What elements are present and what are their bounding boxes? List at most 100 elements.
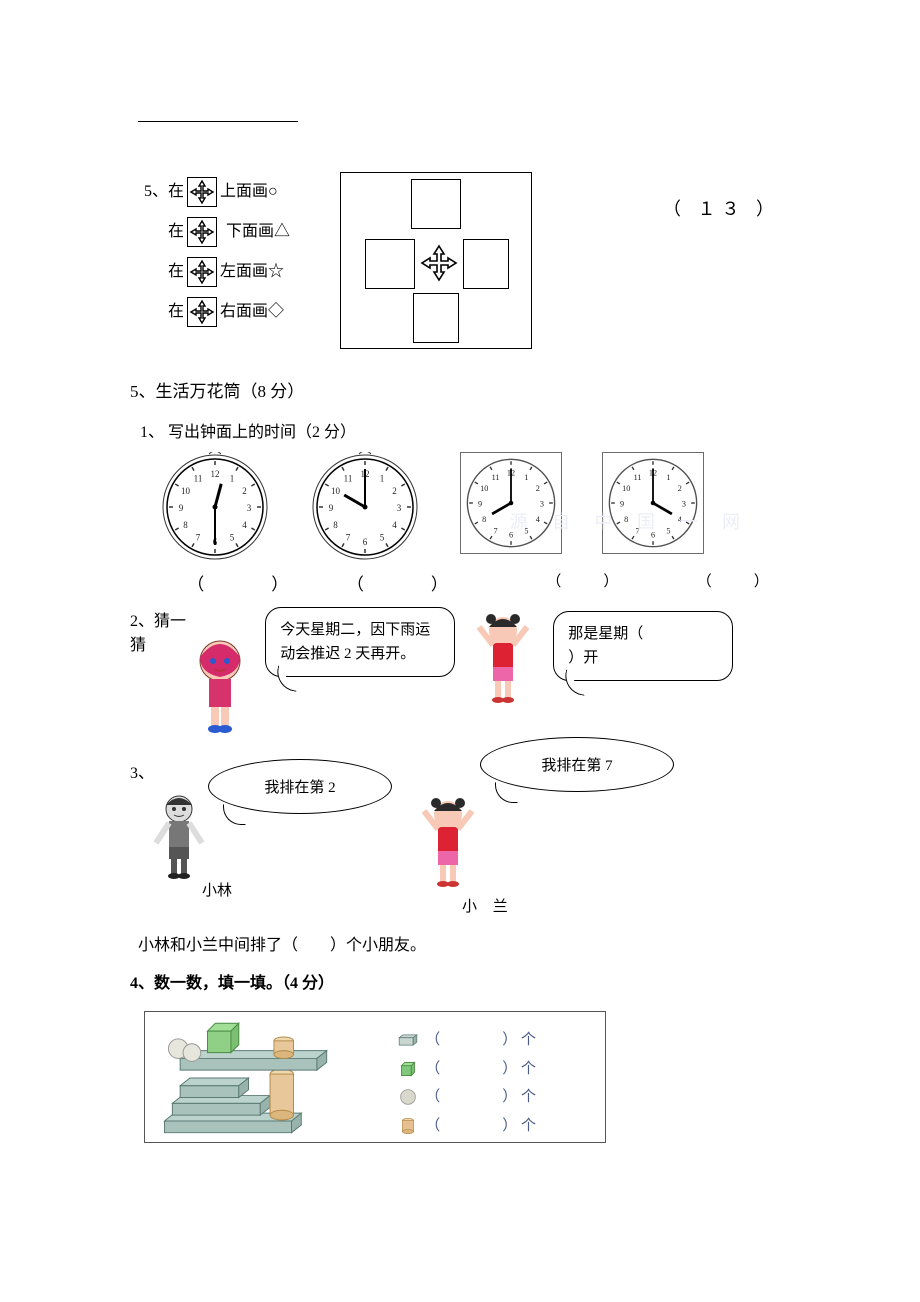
q5-line2-suffix: 左面画☆ — [220, 253, 284, 291]
q5-cell — [411, 179, 461, 229]
paren-close-unit: ） 个 — [502, 1083, 536, 1112]
svg-text:2: 2 — [392, 486, 397, 496]
paren-open: （ — [425, 1026, 440, 1055]
speech-bubble-1: 今天星期二，因下雨运动会推迟 2 天再开。 — [265, 607, 455, 677]
svg-text:5: 5 — [230, 532, 235, 542]
clock-face: 123456789101112 — [460, 452, 562, 554]
q5-cell — [413, 293, 459, 343]
svg-text:5: 5 — [524, 526, 528, 535]
svg-text:7: 7 — [635, 526, 639, 535]
section5-title: 5、生活万花筒（8 分） — [130, 377, 790, 402]
q5-line0-suffix: 上面画○ — [220, 173, 278, 211]
q5-line3-suffix: 右面画◇ — [220, 293, 284, 331]
svg-text:10: 10 — [181, 486, 191, 496]
q4-title: 4、数一数，填一填。（4 分） — [130, 969, 790, 993]
svg-text:2: 2 — [678, 484, 682, 493]
svg-text:2: 2 — [536, 484, 540, 493]
clock-face: 123456789101112 — [310, 452, 420, 562]
q3-question: 小林和小兰中间排了（ ）个小朋友。 — [138, 931, 790, 955]
clocks-row: 123456789101112 123456789101112 12345678… — [160, 452, 790, 562]
four-arrow-icon — [187, 297, 217, 327]
paren-open: （ — [425, 1055, 440, 1084]
paren: （ ） — [529, 570, 639, 595]
svg-text:11: 11 — [194, 474, 203, 484]
q4-shapes-diagram — [145, 1012, 389, 1142]
svg-text:10: 10 — [480, 484, 488, 493]
svg-text:11: 11 — [344, 474, 353, 484]
svg-text:5: 5 — [666, 526, 670, 535]
q5-cell — [365, 239, 415, 289]
svg-text:10: 10 — [622, 484, 630, 493]
child-character-icon — [473, 613, 533, 708]
svg-text:6: 6 — [509, 531, 513, 540]
svg-text:9: 9 — [179, 503, 184, 513]
svg-text:7: 7 — [346, 532, 351, 542]
answer-parens: （ ） （ ） （ ） （ ） — [180, 570, 790, 595]
q4-row: （ ） 个 — [397, 1026, 597, 1055]
svg-text:1: 1 — [524, 473, 528, 482]
svg-text:8: 8 — [333, 520, 338, 530]
four-arrow-icon — [187, 217, 217, 247]
speech-bubble-2: 那是星期（ ）开 — [553, 611, 733, 681]
q5-instructions: 5、 在 上面画○ 5、 在 下面画△ — [144, 172, 290, 332]
svg-text:9: 9 — [329, 503, 334, 513]
paren-close-unit: ） 个 — [502, 1112, 536, 1141]
bubble2-prefix: 那是星期（ — [568, 626, 643, 642]
paren-close-unit: ） 个 — [502, 1055, 536, 1084]
svg-text:3: 3 — [247, 503, 252, 513]
paren: （ ） — [680, 570, 790, 595]
svg-text:1: 1 — [666, 473, 670, 482]
paren-open: （ — [425, 1112, 440, 1141]
svg-text:4: 4 — [392, 520, 397, 530]
name-lan: 小 兰 — [462, 895, 514, 916]
q5-number: 5、 — [144, 173, 168, 211]
paren-close-unit: ） 个 — [502, 1026, 536, 1055]
name-lin: 小林 — [202, 879, 232, 900]
svg-text:11: 11 — [492, 473, 500, 482]
bubble1-text: 今天星期二，因下雨运动会推迟 2 天再开。 — [280, 622, 430, 662]
clock-face: 123456789101112 — [160, 452, 270, 562]
q5-line1-suffix: 下面画△ — [226, 213, 290, 251]
q5-line2-prefix: 在 — [168, 253, 184, 291]
svg-text:6: 6 — [363, 537, 368, 547]
q5-cell — [463, 239, 509, 289]
svg-text:3: 3 — [540, 500, 544, 509]
paren: （ ） — [340, 570, 460, 595]
clock-face: 123456789101112 — [602, 452, 704, 554]
svg-text:10: 10 — [331, 486, 341, 496]
svg-text:11: 11 — [634, 473, 642, 482]
svg-text:8: 8 — [482, 515, 486, 524]
q4-row: （ ） 个 — [397, 1055, 597, 1084]
svg-text:4: 4 — [242, 520, 247, 530]
q4-answer-list: （） 个（） 个（） 个（） 个 — [389, 1012, 605, 1142]
svg-text:5: 5 — [380, 532, 385, 542]
q3-label: 3、 — [130, 759, 154, 783]
q4-box: （） 个（） 个（） 个（） 个 — [144, 1011, 606, 1143]
girl-character-icon — [187, 637, 253, 738]
svg-text:7: 7 — [493, 526, 497, 535]
svg-text:9: 9 — [620, 500, 624, 509]
q2-label: 2、猜一猜 — [130, 607, 193, 655]
four-arrow-icon — [187, 257, 217, 287]
q4-row: （） 个 — [397, 1083, 597, 1112]
svg-text:12: 12 — [211, 469, 220, 479]
svg-text:7: 7 — [196, 532, 201, 542]
svg-text:6: 6 — [651, 531, 655, 540]
svg-text:4: 4 — [536, 515, 540, 524]
page-number: （ １３ ） — [663, 195, 780, 221]
four-arrow-icon — [187, 177, 217, 207]
oval-bubble-lan: 我排在第 7 — [480, 737, 674, 792]
paren: （ ） — [180, 570, 300, 595]
bubble2-suffix: ）开 — [568, 650, 598, 666]
q5-line0-prefix: 在 — [168, 173, 184, 211]
svg-text:1: 1 — [380, 474, 385, 484]
svg-text:3: 3 — [682, 500, 686, 509]
q5-line1-prefix: 在 — [168, 213, 184, 251]
q4-row: （ ） 个 — [397, 1112, 597, 1141]
child-character-icon — [418, 797, 478, 892]
q5-line3-prefix: 在 — [168, 293, 184, 331]
svg-text:2: 2 — [242, 486, 247, 496]
svg-text:9: 9 — [478, 500, 482, 509]
top-underline — [138, 120, 298, 122]
svg-text:4: 4 — [678, 515, 682, 524]
